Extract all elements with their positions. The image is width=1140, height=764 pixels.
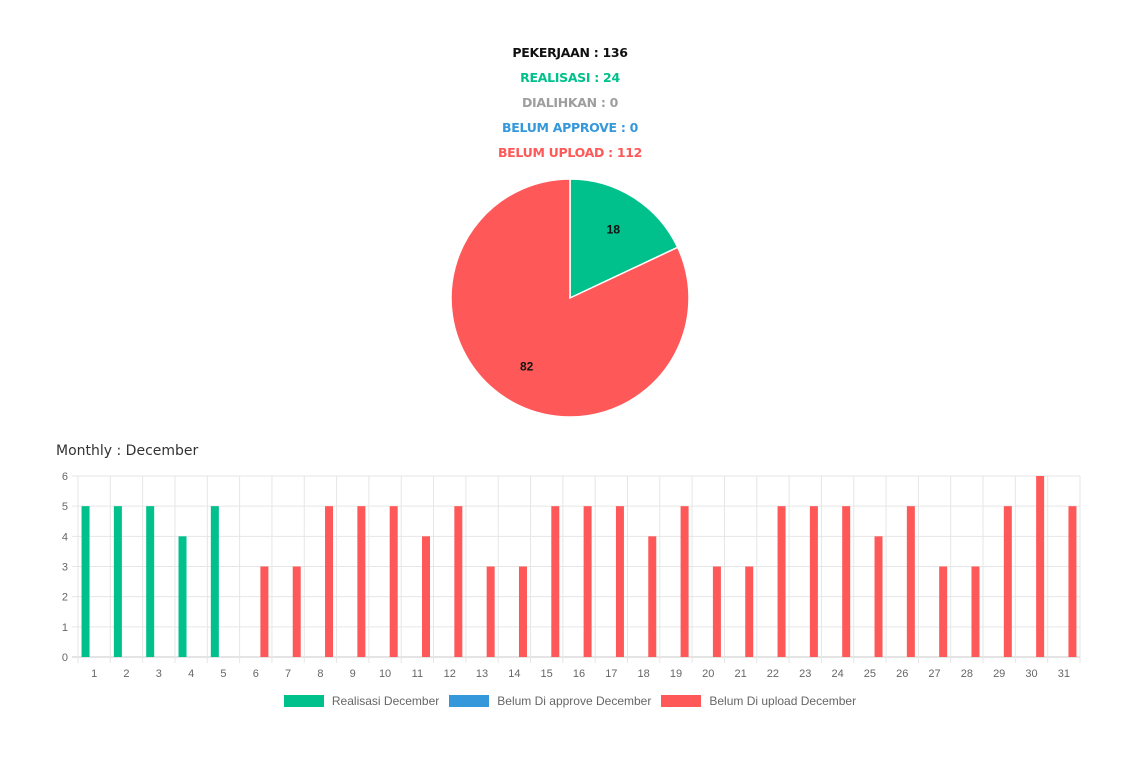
x-tick-label: 27: [928, 668, 940, 680]
bar-belum-upload-28: [971, 566, 980, 657]
stat-belum-upload: BELUM UPLOAD : 112: [497, 145, 643, 160]
legend-item[interactable]: Belum Di upload December: [661, 694, 856, 708]
summary-stats: PEKERJAAN : 136 REALISASI : 24 DIALIHKAN…: [0, 40, 1140, 165]
bar-belum-upload-22: [777, 506, 786, 657]
pie-slice-1: [450, 178, 690, 418]
x-tick-label: 29: [993, 668, 1005, 680]
y-tick-label: 5: [62, 501, 68, 513]
bar-realisasi-3: [146, 506, 155, 657]
y-tick-label: 6: [62, 471, 68, 483]
bar-belum-upload-30: [1036, 476, 1045, 657]
bar-belum-upload-25: [874, 536, 883, 657]
legend-swatch: [283, 695, 324, 707]
bar-belum-upload-15: [551, 506, 560, 657]
x-tick-label: 3: [156, 668, 162, 680]
x-tick-label: 19: [670, 668, 682, 680]
legend-label: Realisasi December: [331, 694, 440, 708]
bar-realisasi-1: [81, 506, 90, 657]
x-tick-label: 12: [444, 668, 456, 680]
bar-belum-upload-18: [648, 536, 657, 657]
bar-belum-upload-6: [260, 566, 269, 657]
bar-realisasi-2: [113, 506, 122, 657]
x-tick-label: 10: [379, 668, 391, 680]
x-tick-label: 25: [864, 668, 876, 680]
x-tick-label: 17: [605, 668, 617, 680]
x-tick-label: 23: [799, 668, 811, 680]
stat-dialihkan: DIALIHKAN : 0: [521, 95, 619, 110]
stat-realisasi: REALISASI : 24: [520, 70, 620, 85]
legend-label: Belum Di approve December: [497, 694, 652, 708]
bar-belum-upload-19: [680, 506, 689, 657]
bar-belum-upload-21: [745, 566, 754, 657]
bar-belum-upload-7: [292, 566, 301, 657]
x-tick-label: 1: [91, 668, 97, 680]
x-tick-label: 24: [831, 668, 843, 680]
x-tick-label: 28: [961, 668, 973, 680]
bar-belum-upload-12: [454, 506, 463, 657]
bar-belum-upload-24: [842, 506, 851, 657]
x-tick-label: 15: [541, 668, 553, 680]
pie-slice-0: [569, 178, 679, 300]
x-tick-label: 5: [220, 668, 226, 680]
pie-label-0: 18: [607, 223, 621, 237]
y-tick-label: 1: [62, 622, 68, 634]
bar-belum-upload-13: [486, 566, 495, 657]
bar-belum-upload-23: [809, 506, 818, 657]
legend-item[interactable]: Belum Di approve December: [449, 694, 651, 708]
y-tick-label: 3: [62, 562, 68, 574]
x-tick-label: 18: [638, 668, 650, 680]
chart-legend: Realisasi December Belum Di approve Decem…: [0, 694, 1140, 708]
stat-belum-approve: BELUM APPROVE : 0: [502, 120, 638, 135]
x-tick-label: 20: [702, 668, 714, 680]
x-tick-label: 13: [476, 668, 488, 680]
x-tick-label: 9: [350, 668, 356, 680]
monthly-title: Monthly : December: [56, 443, 199, 459]
bar-belum-upload-17: [615, 506, 624, 657]
x-tick-label: 2: [123, 668, 129, 680]
x-tick-label: 14: [508, 668, 520, 680]
legend-label: Belum Di upload December: [709, 694, 857, 708]
y-tick-label: 2: [62, 592, 68, 604]
bar-belum-upload-16: [583, 506, 592, 657]
bar-belum-upload-11: [422, 536, 431, 657]
x-tick-label: 11: [412, 668, 423, 680]
legend-item[interactable]: Realisasi December: [283, 694, 440, 708]
x-tick-label: 16: [573, 668, 585, 680]
bar-belum-upload-10: [389, 506, 398, 657]
x-tick-label: 21: [734, 668, 746, 680]
x-tick-label: 7: [285, 668, 291, 680]
x-tick-label: 8: [317, 668, 323, 680]
bar-belum-upload-29: [1003, 506, 1012, 657]
bar-belum-upload-26: [906, 506, 915, 657]
x-tick-label: 26: [896, 668, 908, 680]
pie-label-1: 82: [520, 359, 534, 373]
bar-belum-upload-9: [357, 506, 366, 657]
bar-realisasi-5: [210, 506, 219, 657]
bar-realisasi-4: [178, 536, 187, 657]
stat-pekerjaan: PEKERJAAN : 136: [512, 45, 628, 60]
bar-belum-upload-31: [1068, 506, 1077, 657]
bar-belum-upload-14: [518, 566, 527, 657]
x-tick-label: 31: [1058, 668, 1070, 680]
y-tick-label: 0: [62, 652, 68, 664]
x-tick-label: 22: [767, 668, 779, 680]
y-tick-label: 4: [62, 531, 68, 543]
x-tick-label: 4: [188, 668, 194, 680]
bar-belum-upload-20: [712, 566, 721, 657]
bar-belum-upload-8: [325, 506, 334, 657]
legend-swatch: [661, 695, 702, 707]
legend-swatch: [449, 695, 490, 707]
x-tick-label: 6: [253, 668, 259, 680]
bar-belum-upload-27: [939, 566, 948, 657]
x-tick-label: 30: [1025, 668, 1037, 680]
